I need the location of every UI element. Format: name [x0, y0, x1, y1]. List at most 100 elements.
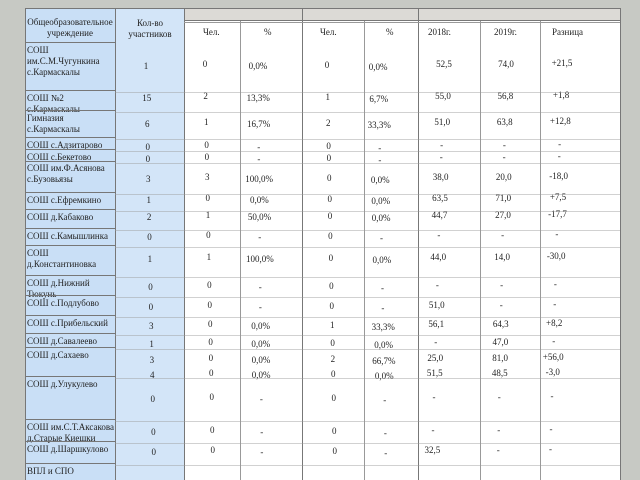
cell-y2019: -	[496, 445, 500, 455]
cell-participants: 3	[148, 321, 154, 331]
cell-y2019: -	[501, 230, 505, 240]
school-name: СОШ им.Ф.Асянова с.Бузовьязы	[27, 163, 105, 184]
cell-participants: 1	[143, 61, 149, 71]
cell-c2: 0	[330, 369, 336, 379]
header-participants: Кол-во участников	[128, 18, 172, 39]
cell-c1: 0	[208, 337, 213, 347]
cell-c2: 0	[327, 211, 333, 221]
cell-c2: 0	[327, 173, 332, 183]
cell-y2018: 51,0	[434, 117, 451, 127]
grid-line-horizontal	[115, 151, 620, 152]
grid-line-vertical	[240, 20, 241, 480]
school-name: СОШ с.Камышлинка	[27, 231, 108, 241]
cell-diff: -	[549, 424, 553, 434]
cell-y2019: 64,3	[492, 319, 509, 329]
header-year-2018: 2018г.	[428, 27, 451, 37]
header-percent-1: %	[264, 27, 272, 37]
school-name: СОШ с.Адзитарово	[27, 140, 103, 150]
cell-c1: 0	[204, 152, 210, 162]
cell-y2019: -	[502, 152, 506, 162]
cell-y2019: 20,0	[495, 172, 512, 182]
cell-participants: 0	[148, 302, 154, 312]
cell-diff: -	[557, 151, 561, 161]
cell-p1: -	[258, 302, 262, 312]
grid-line-horizontal	[115, 247, 620, 248]
cell-p1: 0,0%	[251, 339, 271, 349]
grid-line-vertical	[302, 8, 303, 480]
cell-p1: 0,0%	[250, 195, 269, 205]
school-name: СОШ д.Савалеево	[27, 336, 98, 346]
cell-y2018: 55,0	[435, 91, 451, 101]
cell-participants: 0	[150, 394, 155, 404]
cell-p2: 0,0%	[370, 175, 390, 185]
cell-participants: 0	[145, 142, 150, 152]
cell-diff: -18,0	[549, 171, 568, 181]
grid-line-horizontal	[25, 137, 115, 138]
cell-y2018: 32,5	[424, 445, 441, 455]
cell-y2018: -	[437, 230, 441, 240]
grid-line-horizontal	[115, 92, 620, 93]
cell-c2: 0	[329, 281, 334, 291]
cell-participants: 1	[146, 195, 151, 205]
cell-c2: 0	[326, 141, 331, 151]
cell-y2018: -	[435, 280, 439, 290]
cell-c1: 1	[205, 210, 211, 220]
cell-c2: 0	[329, 301, 335, 311]
cell-c2: 0	[330, 338, 335, 348]
grid-line-horizontal	[115, 163, 620, 164]
grid-line-horizontal	[115, 349, 620, 350]
cell-c2: 0	[331, 393, 336, 403]
cell-p2: 0,0%	[371, 196, 391, 206]
grid-line-horizontal	[115, 297, 620, 298]
grid-line-vertical	[184, 8, 185, 480]
grid-line-horizontal	[25, 192, 115, 193]
cell-p2: 0,0%	[371, 213, 391, 223]
cell-y2018: -	[431, 425, 435, 435]
cell-participants: 6	[144, 119, 150, 129]
grid-line-horizontal	[115, 194, 620, 195]
cell-p1: -	[257, 154, 261, 164]
header-school: Общеобразовательное учреждение	[27, 17, 113, 38]
cell-p1: -	[260, 427, 264, 437]
cell-participants: 1	[149, 339, 154, 349]
cell-diff: -30,0	[546, 251, 566, 261]
grid-line-horizontal	[115, 443, 620, 444]
cell-participants: 3	[146, 174, 151, 184]
grid-line-horizontal	[25, 149, 115, 150]
cell-y2019: -	[497, 392, 501, 402]
cell-p1: 50,0%	[247, 212, 272, 222]
school-name: СОШ с.Прибельский	[27, 318, 108, 328]
participants-column-background	[116, 8, 184, 480]
cell-c2: 0	[332, 446, 337, 456]
grid-line-horizontal	[115, 378, 620, 379]
cell-y2018: 56,1	[428, 319, 445, 329]
cell-c1: 1	[206, 252, 212, 262]
school-name: СОШ им.С.М.Чугункина с.Кармаскалы	[27, 45, 100, 77]
cell-c1: 0	[207, 300, 213, 310]
cell-p2: 6,7%	[369, 94, 389, 104]
school-name: СОШ с.Ефремкино	[27, 195, 102, 205]
grid-line-vertical	[115, 8, 116, 480]
school-name: СОШ №2 с.Кармаскалы	[27, 93, 80, 114]
cell-c1: 0	[210, 445, 215, 455]
cell-diff: +56,0	[542, 352, 564, 362]
grid-line-horizontal	[25, 275, 115, 276]
grid-line-horizontal	[115, 230, 620, 231]
grid-line-horizontal	[25, 209, 115, 210]
cell-p1: -	[259, 394, 263, 404]
cell-c2: 0	[327, 194, 332, 204]
data-area-background	[184, 20, 620, 480]
grid-line-vertical	[25, 8, 26, 480]
grid-line-horizontal	[25, 228, 115, 229]
cell-y2019: 47,0	[492, 337, 509, 347]
cell-diff: -17,7	[548, 209, 567, 219]
cell-c1: 2	[203, 91, 208, 101]
cell-y2018: -	[439, 152, 443, 162]
grid-line-horizontal	[115, 465, 620, 466]
cell-y2019: 48,5	[491, 368, 508, 378]
grid-line-horizontal	[25, 90, 115, 91]
school-name: СОШ с.Подлубово	[27, 298, 100, 308]
cell-p1: 16,7%	[246, 119, 271, 129]
grid-line-horizontal	[115, 277, 620, 278]
